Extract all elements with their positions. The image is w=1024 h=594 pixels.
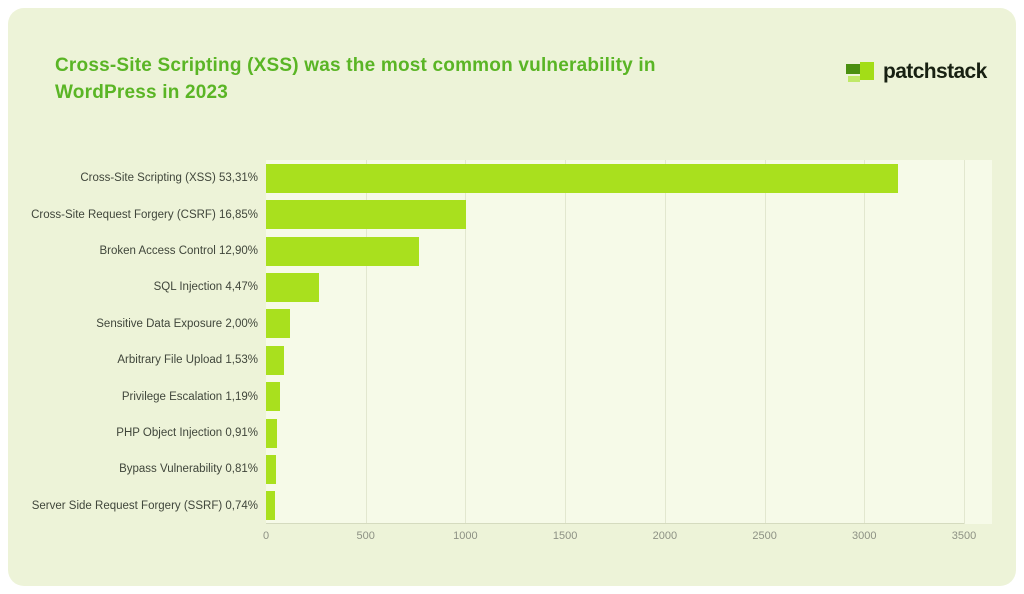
bar-row [266,415,964,451]
x-tick-label: 500 [356,530,375,542]
bar-row [266,451,964,487]
category-label: Sensitive Data Exposure 2,00% [96,317,258,330]
x-tick-label: 3500 [951,530,977,542]
logo-block-lime [860,61,874,80]
x-tick-label: 1500 [552,530,578,542]
x-tick-label: 1000 [453,530,478,542]
bar-row [266,306,964,342]
gridline-3000 [864,160,866,524]
x-axis-line [266,523,964,524]
patchstack-logo: patchstack [846,60,987,84]
bar-5 [266,345,285,375]
gridline-2000 [664,160,666,524]
category-label: Privilege Escalation 1,19% [121,390,258,403]
bar-3 [266,272,319,302]
gridline-500 [365,160,367,524]
bar-6 [266,382,281,412]
category-label: Broken Access Control 12,90% [99,245,258,258]
bar-8 [266,454,276,484]
bar-9 [266,491,275,521]
x-axis-ticks: 0 500 1000 1500 2000 2500 3000 3500 [262,530,976,546]
bar-2 [266,236,419,266]
plot-area [266,160,992,524]
infographic-card: Cross-Site Scripting (XSS) was the most … [8,8,1016,586]
logo-block-dark [846,63,860,74]
x-tick-label: 0 [262,530,270,542]
bar-4 [266,309,290,339]
bar-row [266,378,964,414]
bar-row [266,488,964,524]
patchstack-logo-icon [846,61,874,83]
bar-row [266,160,964,196]
x-tick-label: 2500 [752,530,777,542]
patchstack-wordmark: patchstack [883,60,987,83]
category-label: Arbitrary File Upload 1,53% [117,354,258,367]
gridline-3500 [964,160,965,524]
gridline-1000 [465,160,467,524]
category-label: Server Side Request Forgery (SSRF) 0,74% [31,499,258,512]
bar-7 [266,418,277,448]
x-tick-label: 2000 [652,530,678,542]
category-label: Bypass Vulnerability 0,81% [119,463,258,476]
category-label: SQL Injection 4,47% [153,281,258,294]
category-label: Cross-Site Request Forgery (CSRF) 16,85% [31,208,258,221]
bar-row [266,233,964,269]
bar-1 [266,200,466,230]
logo-block-light [848,75,860,82]
chart-title: Cross-Site Scripting (XSS) was the most … [55,55,656,103]
bar-row [266,269,964,305]
bar-rows [266,160,964,524]
bar-0 [266,163,899,193]
category-label: Cross-Site Scripting (XSS) 53,31% [80,172,258,185]
category-labels: Cross-Site Scripting (XSS) 53,31% Cross-S… [8,160,258,524]
bar-row [266,342,964,378]
gridline-1500 [565,160,567,524]
category-label: PHP Object Injection 0,91% [116,427,258,440]
x-tick-label: 3000 [852,530,877,542]
gridline-2500 [764,160,766,524]
bar-row [266,196,964,232]
